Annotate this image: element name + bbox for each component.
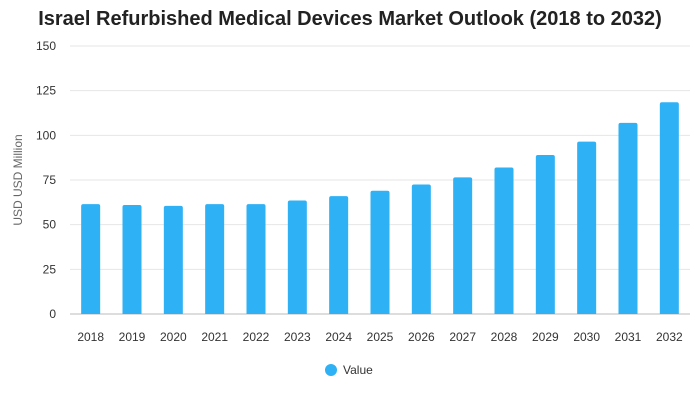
x-tick-label: 2019 [119,330,146,344]
x-tick-label: 2026 [408,330,435,344]
legend-swatch [325,364,337,376]
bar-2021[interactable] [205,204,225,314]
x-tick-label: 2028 [491,330,518,344]
y-tick-label: 50 [43,218,57,232]
y-axis-label: USD USD Million [11,134,25,225]
bar-2027[interactable] [453,177,473,314]
legend-label: Value [343,363,373,377]
y-tick-label: 0 [49,307,56,321]
bar-2023[interactable] [287,200,307,314]
x-tick-label: 2025 [367,330,394,344]
y-tick-label: 75 [43,173,57,187]
x-tick-label: 2021 [201,330,228,344]
x-tick-label: 2020 [160,330,187,344]
bar-2032[interactable] [659,102,679,314]
x-tick-label: 2031 [615,330,642,344]
bar-2019[interactable] [122,205,142,314]
y-tick-label: 100 [36,128,56,142]
bar-2029[interactable] [535,154,555,314]
legend[interactable]: Value [325,363,373,377]
chart-title: Israel Refurbished Medical Devices Marke… [38,8,662,30]
x-tick-label: 2018 [77,330,104,344]
x-tick-label: 2029 [532,330,559,344]
bar-2020[interactable] [163,205,183,314]
x-tick-label: 2030 [573,330,600,344]
y-tick-label: 150 [36,39,56,53]
bar-2024[interactable] [329,196,349,314]
bar-2028[interactable] [494,167,514,314]
bar-2022[interactable] [246,204,266,314]
y-tick-label: 125 [36,84,56,98]
bars [81,102,679,315]
y-tick-label: 25 [43,262,57,276]
x-tick-label: 2032 [656,330,683,344]
bar-2031[interactable] [618,122,638,315]
bar-2018[interactable] [81,204,101,314]
x-tick-label: 2024 [325,330,352,344]
y-axis-ticks: 0 25 50 75 100 125 150 [36,39,56,321]
bar-2025[interactable] [370,190,390,314]
bar-2030[interactable] [577,141,597,314]
x-tick-label: 2027 [449,330,476,344]
x-tick-label: 2022 [243,330,270,344]
x-axis-ticks: 2018 2019 2020 2021 2022 2023 2024 2025 2026 2027… [77,330,683,344]
x-tick-label: 2023 [284,330,311,344]
bar-2026[interactable] [411,184,431,314]
